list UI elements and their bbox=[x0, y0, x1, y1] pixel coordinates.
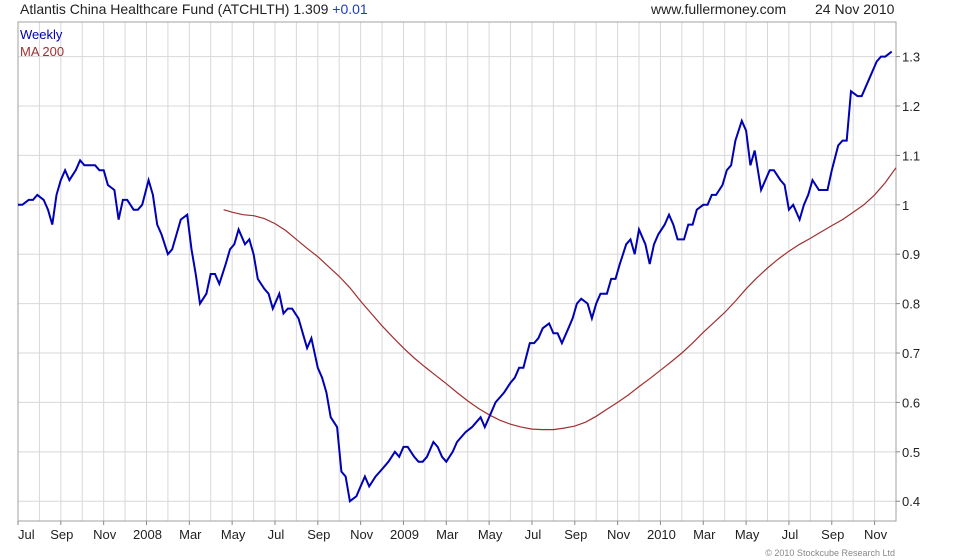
legend-weekly: Weekly bbox=[20, 27, 62, 42]
x-tick-label: May bbox=[478, 527, 503, 542]
y-tick-label: 1.3 bbox=[902, 50, 920, 65]
x-tick-label: Sep bbox=[564, 527, 587, 542]
y-tick-label: 1.2 bbox=[902, 99, 920, 114]
y-tick-label: 0.9 bbox=[902, 247, 920, 262]
x-tick-label: Jul bbox=[268, 527, 285, 542]
x-tick-label: 2008 bbox=[133, 527, 162, 542]
legend-ma200: MA 200 bbox=[20, 44, 64, 59]
chart-date: 24 Nov 2010 bbox=[815, 1, 895, 17]
ma200-series-line bbox=[223, 167, 897, 431]
x-tick-label: Jul bbox=[525, 527, 542, 542]
y-tick-label: 1 bbox=[902, 198, 909, 213]
x-tick-label: 2010 bbox=[647, 527, 676, 542]
x-tick-label: Jul bbox=[18, 527, 35, 542]
y-tick-label: 0.4 bbox=[902, 494, 920, 509]
x-axis: Jul Sep Nov 2008 Mar May Jul Sep Nov 2009 Mar May Ju… bbox=[17, 521, 888, 542]
x-tick-label: 2009 bbox=[390, 527, 419, 542]
x-tick-label: Mar bbox=[179, 527, 202, 542]
y-tick-label: 1.1 bbox=[902, 148, 920, 163]
y-tick-label: 0.7 bbox=[902, 346, 920, 361]
x-tick-label: Jul bbox=[782, 527, 799, 542]
chart-grid bbox=[17, 22, 897, 521]
legend-ma200-label: MA 200 bbox=[20, 44, 65, 59]
x-tick-label: Sep bbox=[307, 527, 330, 542]
x-tick-label: Sep bbox=[821, 527, 844, 542]
price-change: +0.01 bbox=[332, 1, 368, 17]
x-tick-label: Nov bbox=[607, 527, 631, 542]
y-tick-label: 0.8 bbox=[902, 297, 920, 312]
plot-frame bbox=[17, 21, 897, 522]
x-tick-label: Nov bbox=[93, 527, 117, 542]
y-tick-label: 0.5 bbox=[902, 445, 920, 460]
fund-name: Atlantis China Healthcare Fund (ATCHLTH) bbox=[20, 1, 290, 17]
copyright-notice: © 2010 Stockcube Research Ltd bbox=[765, 548, 895, 558]
x-tick-label: Mar bbox=[436, 527, 459, 542]
y-axis: 0.4 0.5 0.6 0.7 0.8 0.9 1 1.1 1.2 1.3 bbox=[896, 50, 920, 509]
source-link[interactable]: www.fullermoney.com bbox=[651, 1, 787, 17]
x-tick-label: Mar bbox=[693, 527, 716, 542]
x-tick-label: Sep bbox=[50, 527, 73, 542]
x-tick-label: May bbox=[221, 527, 246, 542]
weekly-series-line bbox=[18, 50, 893, 503]
last-price: 1.309 bbox=[293, 1, 329, 17]
chart-title: Atlantis China Healthcare Fund (ATCHLTH)… bbox=[20, 1, 368, 17]
x-tick-label: Nov bbox=[350, 527, 374, 542]
x-tick-label: Nov bbox=[864, 527, 888, 542]
y-tick-label: 0.6 bbox=[902, 395, 920, 410]
x-tick-label: May bbox=[735, 527, 760, 542]
legend-weekly-label: Weekly bbox=[20, 27, 63, 42]
